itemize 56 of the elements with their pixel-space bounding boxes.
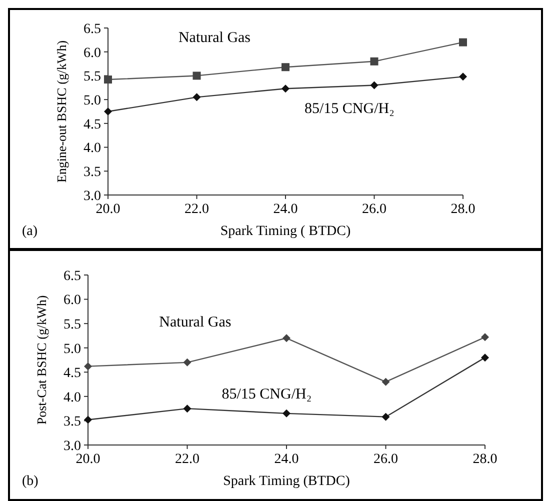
x-tick-label: 24.0 — [274, 452, 299, 467]
point — [84, 362, 92, 370]
point — [370, 81, 378, 90]
y-tick-label: 6.0 — [64, 293, 81, 308]
y-tick-label: 3.5 — [64, 414, 81, 430]
point — [459, 72, 467, 81]
point — [481, 333, 489, 342]
series-label: Natural Gas — [159, 314, 232, 330]
x-tick-label: 28.0 — [450, 202, 476, 217]
x-tick-label: 22.0 — [184, 202, 209, 217]
y-tick-label: 5.5 — [84, 70, 101, 85]
point — [282, 334, 290, 342]
y-tick-label: 5.0 — [64, 342, 81, 357]
y-tick-label: 4.5 — [64, 366, 81, 382]
point — [192, 72, 201, 80]
point — [370, 57, 378, 66]
y-tick-label: 3.0 — [64, 438, 81, 454]
x-axis-title: Spark Timing (BTDC) — [223, 474, 350, 489]
y-tick-label: 6.5 — [84, 22, 101, 37]
x-tick-label: 26.0 — [362, 202, 386, 217]
y-tick-label: 3.5 — [84, 165, 101, 180]
series-label: 85/15 CNG/H₂ — [222, 386, 312, 402]
y-tick-label: 5.0 — [84, 93, 101, 108]
text: (b) — [22, 474, 39, 489]
y-tick-label: 3.0 — [84, 188, 101, 204]
series-label: Natural Gas — [178, 30, 251, 46]
x-tick-label: 24.0 — [273, 202, 298, 217]
series-label: 85/15 CNG/H₂ — [304, 101, 394, 118]
point — [192, 93, 201, 102]
point — [481, 354, 489, 362]
y-tick-label: 6.0 — [84, 46, 101, 61]
x-axis-title: Spark Timing ( BTDC) — [220, 224, 351, 239]
point — [84, 416, 92, 424]
x-tick-label: 26.0 — [374, 452, 398, 467]
y-tick-label: 5.5 — [64, 317, 81, 332]
x-tick-label: 20.0 — [76, 452, 100, 467]
point — [382, 378, 390, 386]
x-tick-label: 20.0 — [96, 202, 120, 217]
y-axis-title: Post-Cat BSHC (g/kWh) — [34, 295, 49, 425]
x-tick-label: 28.0 — [472, 452, 498, 467]
text: (a) — [22, 224, 38, 239]
point — [282, 84, 290, 93]
point — [104, 76, 112, 84]
point — [459, 38, 467, 46]
point — [282, 63, 290, 72]
point — [382, 412, 390, 421]
point — [183, 358, 192, 366]
point — [104, 108, 112, 116]
point — [183, 404, 192, 413]
y-tick-label: 4.5 — [84, 117, 101, 132]
y-tick-label: 4.0 — [84, 141, 101, 156]
y-tick-label: 6.5 — [64, 268, 81, 284]
y-tick-label: 4.0 — [64, 390, 81, 406]
x-tick-label: 22.0 — [175, 452, 200, 467]
y-axis-title: Engine-out BSHC (g/kWh) — [54, 40, 69, 183]
point — [282, 409, 290, 418]
